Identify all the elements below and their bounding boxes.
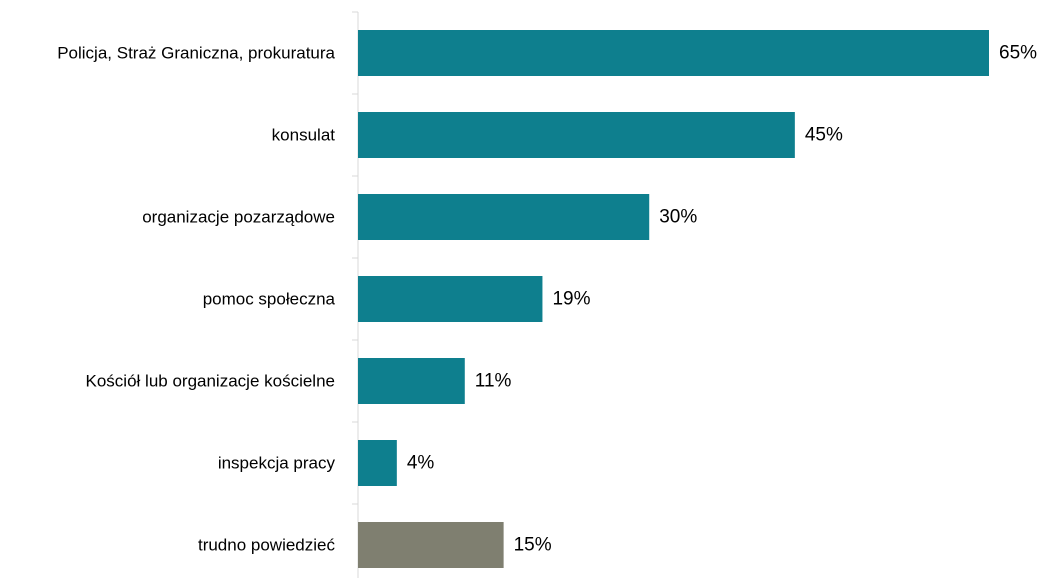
category-label: pomoc społeczna (203, 290, 336, 309)
axis-ticks (352, 11, 358, 505)
category-label: inspekcja pracy (218, 454, 336, 473)
category-label: Policja, Straż Graniczna, prokuratura (57, 44, 335, 63)
value-label: 30% (659, 207, 697, 228)
value-label: 11% (475, 371, 512, 392)
bar-2 (358, 194, 650, 240)
bars-group (358, 30, 989, 568)
bar-3 (358, 276, 543, 322)
bar-0 (358, 30, 989, 76)
bar-6 (358, 522, 504, 568)
category-label: organizacje pozarządowe (142, 208, 335, 227)
value-label: 65% (999, 43, 1037, 64)
value-label: 19% (552, 289, 590, 310)
value-labels: 65% 45% 30% 19% 11% 4% 15% (407, 43, 1037, 556)
bar-1 (358, 112, 795, 158)
category-label: trudno powiedzieć (198, 536, 336, 555)
value-label: 15% (514, 535, 552, 556)
value-label: 45% (805, 125, 843, 146)
value-label: 4% (407, 453, 435, 474)
bar-4 (358, 358, 465, 404)
category-label: Kościół lub organizacje kościelne (86, 372, 335, 391)
bar-5 (358, 440, 397, 486)
category-labels: Policja, Straż Graniczna, prokuratura kon… (57, 44, 335, 555)
category-label: konsulat (272, 126, 336, 145)
